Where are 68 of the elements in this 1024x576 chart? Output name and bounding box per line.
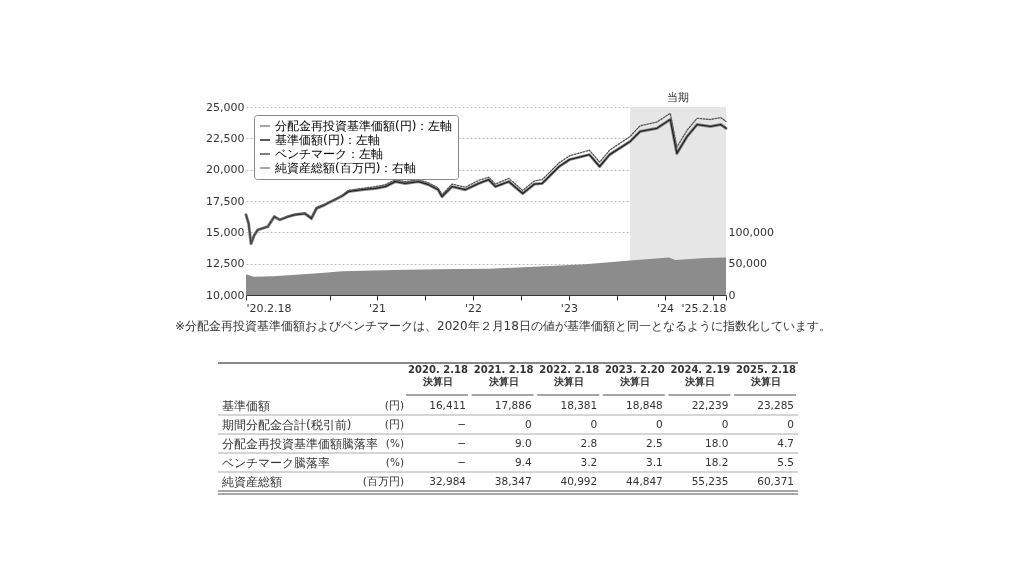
text: 44,847 bbox=[626, 474, 663, 487]
text: 38,347 bbox=[494, 474, 532, 487]
category-label: (百万円) bbox=[362, 474, 404, 487]
x-tick-label: '20.2.18 bbox=[246, 301, 292, 315]
category-label: 2020. 2.18 決算日 bbox=[408, 364, 468, 387]
text: 0 bbox=[787, 417, 794, 430]
text: 2.5 bbox=[646, 436, 663, 449]
category-label: 期間分配金合計(税引前) bbox=[222, 417, 352, 432]
category-label: 2025. 2.18 決算日 bbox=[736, 364, 796, 387]
text: 5.5 bbox=[777, 455, 794, 468]
text: 40,992 bbox=[560, 474, 598, 487]
x-tick-label: '21 bbox=[369, 301, 387, 315]
category-label: 2022. 2.18 決算日 bbox=[539, 364, 600, 387]
text: 18,848 bbox=[626, 398, 663, 411]
category-label: 純資産総額 bbox=[222, 474, 282, 489]
y-tick-label: 10,000 bbox=[206, 288, 245, 302]
category-label: 2021. 2.18 決算日 bbox=[473, 364, 534, 387]
y2-tick-label: 0 bbox=[728, 288, 736, 302]
y2-tick-label: 50,000 bbox=[728, 257, 767, 271]
text: 0 bbox=[590, 417, 598, 430]
legend-label: 純資産総額(百万円)：右軸 bbox=[275, 161, 417, 175]
text: 9.0 bbox=[514, 436, 532, 449]
y2-tick-label: 100,000 bbox=[728, 225, 774, 239]
text: 55,235 bbox=[691, 474, 729, 487]
category-label: (%) bbox=[385, 455, 404, 468]
y-tick-label: 20,000 bbox=[206, 163, 245, 177]
y-tick-label: 15,000 bbox=[206, 225, 245, 239]
text: 4.7 bbox=[777, 436, 794, 449]
text: 18,381 bbox=[560, 398, 598, 411]
category-label: (円) bbox=[384, 398, 404, 411]
text: 3.2 bbox=[580, 455, 598, 468]
y-tick-label: 17,500 bbox=[206, 194, 245, 208]
text: 0 bbox=[721, 417, 729, 430]
category-label: 2024. 2.19 決算日 bbox=[670, 364, 731, 387]
text: 60,371 bbox=[757, 474, 794, 487]
legend-label: 基準価額(円)：左軸 bbox=[275, 133, 381, 147]
category-label: 2023. 2.20 決算日 bbox=[604, 364, 665, 387]
category-label: 基準価額 bbox=[222, 398, 270, 413]
text: 16,411 bbox=[429, 398, 466, 411]
text: 9.4 bbox=[514, 455, 532, 468]
text: − bbox=[457, 417, 466, 430]
band-label: 当期 bbox=[667, 91, 690, 104]
text: ※分配金再投資基準価額およびベンチマークは、2020年２月18日の値が基準価額と同一となるように指数化しています。 bbox=[175, 318, 831, 335]
x-tick-label: '22 bbox=[464, 301, 483, 315]
x-tick-label: '24 bbox=[657, 301, 675, 315]
text: 23,285 bbox=[757, 398, 794, 411]
legend-label: ベンチマーク：左軸 bbox=[275, 147, 383, 161]
legend-label: 分配金再投資基準価額(円)：左軸 bbox=[275, 119, 453, 133]
text: 0 bbox=[656, 417, 663, 430]
text: 0 bbox=[524, 417, 532, 430]
text: − bbox=[457, 455, 466, 468]
y-tick-label: 25,000 bbox=[206, 100, 245, 114]
y-tick-label: 12,500 bbox=[206, 257, 245, 271]
category-label: (%) bbox=[385, 436, 404, 449]
text: 17,886 bbox=[494, 398, 532, 411]
x-tick-label: '23 bbox=[560, 301, 578, 315]
category-label: ベンチマーク騰落率 bbox=[222, 455, 330, 470]
text: 22,239 bbox=[691, 398, 729, 411]
text: 18.0 bbox=[705, 436, 729, 449]
y-tick-label: 22,500 bbox=[206, 131, 245, 145]
text: 18.2 bbox=[705, 455, 729, 468]
text: 32,984 bbox=[429, 474, 466, 487]
text: 2.8 bbox=[580, 436, 598, 449]
category-label: 分配金再投資基準価額騰落率 bbox=[222, 436, 378, 451]
text: 3.1 bbox=[646, 455, 663, 468]
category-label: (円) bbox=[384, 417, 404, 430]
x-tick-label: '25.2.18 bbox=[681, 301, 727, 315]
text: − bbox=[457, 436, 466, 449]
